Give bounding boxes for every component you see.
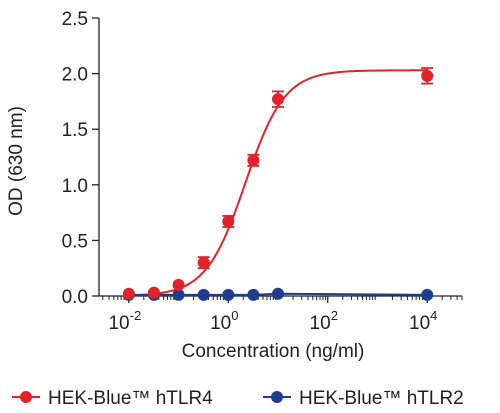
x-tick-label-exponent: -2: [130, 308, 142, 323]
legend-label: HEK-Blue™ hTLR4: [48, 388, 213, 409]
data-point: [147, 286, 160, 299]
x-tick-label-base: 10: [210, 313, 231, 334]
data-point: [247, 288, 260, 301]
data-point: [421, 69, 434, 82]
data-point: [172, 278, 185, 291]
x-tick-label: 104: [409, 308, 437, 334]
data-point: [272, 93, 285, 106]
x-tick-label: 10-2: [108, 308, 141, 334]
x-tick-label-exponent: 4: [430, 308, 437, 323]
legend-swatch-marker: [20, 391, 32, 403]
data-point: [272, 287, 285, 300]
x-tick-label-base: 10: [310, 313, 331, 334]
data-point: [197, 288, 210, 301]
axes: 0.00.51.01.52.02.510-2 100 102 104: [62, 9, 463, 334]
data-point: [247, 154, 260, 167]
data-point: [222, 288, 235, 301]
y-tick-label: 0.0: [62, 287, 88, 308]
x-tick-label-base: 10: [409, 313, 430, 334]
data-point: [421, 288, 434, 301]
legend-label: HEK-Blue™ hTLR2: [299, 388, 464, 409]
legend-swatch-marker: [271, 391, 283, 403]
y-tick-label: 2.5: [62, 9, 88, 30]
x-tick-label: 100: [210, 308, 238, 334]
y-tick-label: 1.0: [62, 176, 88, 197]
plot-area: [122, 67, 434, 301]
x-tick-label-base: 10: [108, 313, 129, 334]
data-point: [122, 287, 135, 300]
y-tick-label: 0.5: [62, 231, 88, 252]
y-axis-label: OD (630 nm): [6, 106, 27, 216]
y-tick-label: 1.5: [62, 120, 88, 141]
data-point: [172, 288, 185, 301]
data-point: [197, 256, 210, 269]
data-point: [222, 215, 235, 228]
legend: HEK-Blue™ hTLR4 HEK-Blue™ hTLR2: [12, 388, 464, 409]
y-tick-label: 2.0: [62, 65, 88, 86]
x-axis-label: Concentration (ng/ml): [182, 341, 365, 362]
x-tick-label-exponent: 2: [331, 308, 338, 323]
x-tick-label-exponent: 0: [231, 308, 238, 323]
x-tick-label: 102: [310, 308, 338, 334]
